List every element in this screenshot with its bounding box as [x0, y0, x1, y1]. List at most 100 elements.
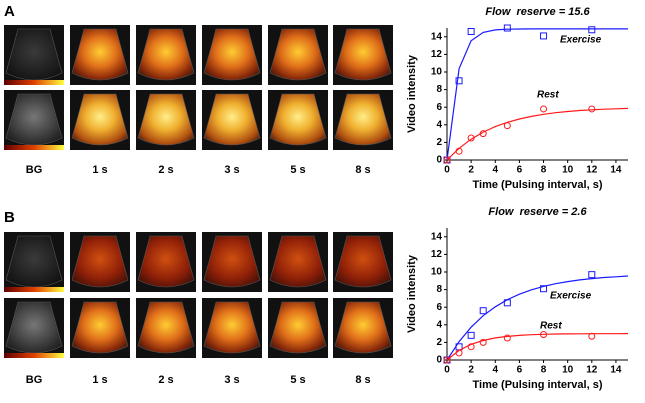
ultrasound-image	[5, 301, 63, 354]
y-tick-label: 2	[436, 337, 442, 348]
y-tick-label: 12	[431, 49, 443, 60]
fit-curve	[446, 28, 628, 161]
image-label: 3 s	[224, 374, 239, 386]
data-point	[503, 122, 511, 130]
series-label: Exercise	[560, 35, 602, 46]
ultrasound-image	[269, 235, 327, 288]
y-tick-label: 10	[431, 67, 443, 78]
x-tick-label: 4	[492, 165, 498, 176]
ultrasound-image	[203, 93, 261, 146]
y-axis-label: Video intensity	[406, 254, 418, 333]
data-point	[467, 134, 475, 142]
data-point	[588, 26, 596, 34]
data-point	[443, 356, 451, 364]
x-tick-label: 12	[586, 165, 598, 176]
data-point	[503, 24, 511, 32]
ultrasound-image	[334, 301, 392, 354]
panel-letter: B	[4, 209, 15, 226]
data-point	[588, 271, 596, 279]
y-tick-label: 0	[436, 155, 442, 166]
x-tick-label: 6	[517, 165, 523, 176]
data-point	[503, 334, 511, 342]
ultrasound-image	[269, 28, 327, 81]
image-label: 2 s	[158, 164, 173, 176]
chart-title: Flow reserve = 15.6	[485, 6, 590, 18]
x-tick-label: 14	[610, 365, 622, 376]
x-tick-label: 2	[468, 165, 474, 176]
data-point	[540, 285, 548, 293]
data-point	[540, 32, 548, 40]
data-point	[467, 343, 475, 351]
series-label: Rest	[537, 90, 559, 101]
x-tick-label: 12	[586, 365, 598, 376]
image-label: 2 s	[158, 374, 173, 386]
ultrasound-image	[71, 93, 129, 146]
ultrasound-image	[203, 301, 261, 354]
ultrasound-image	[334, 235, 392, 288]
data-point	[479, 130, 487, 138]
image-label: 1 s	[92, 164, 107, 176]
image-label: 5 s	[290, 164, 305, 176]
y-tick-label: 8	[436, 284, 442, 295]
x-tick-label: 14	[610, 165, 622, 176]
data-point	[479, 307, 487, 315]
y-axis-label: Video intensity	[406, 54, 418, 133]
data-point	[455, 349, 463, 357]
x-axis-label: Time (Pulsing interval, s)	[473, 379, 603, 391]
image-label: 5 s	[290, 374, 305, 386]
color-bar	[4, 287, 64, 292]
data-point	[467, 331, 475, 339]
y-tick-label: 14	[431, 231, 443, 242]
y-tick-label: 14	[431, 31, 443, 42]
y-tick-label: 0	[436, 355, 442, 366]
series-label: Exercise	[550, 291, 592, 302]
x-tick-label: 2	[468, 365, 474, 376]
ultrasound-image	[5, 28, 63, 81]
color-bar	[4, 80, 64, 85]
color-bar	[4, 145, 64, 150]
data-point	[455, 147, 463, 155]
x-tick-label: 0	[444, 365, 450, 376]
data-point	[540, 330, 548, 338]
data-point	[503, 299, 511, 307]
image-label: BG	[26, 374, 43, 386]
data-point	[443, 156, 451, 164]
y-tick-label: 6	[436, 102, 442, 113]
image-label: 1 s	[92, 374, 107, 386]
data-point	[455, 77, 463, 85]
y-tick-label: 2	[436, 137, 442, 148]
y-tick-label: 6	[436, 302, 442, 313]
y-tick-label: 10	[431, 267, 443, 278]
image-label: 8 s	[355, 164, 370, 176]
ultrasound-image	[137, 28, 195, 81]
ultrasound-image	[137, 301, 195, 354]
chart-title: Flow reserve = 2.6	[488, 206, 587, 218]
fit-curve	[446, 333, 629, 361]
ultrasound-image	[137, 93, 195, 146]
panel-letter: A	[4, 3, 15, 20]
ultrasound-image	[269, 93, 327, 146]
y-tick-label: 12	[431, 249, 443, 260]
ultrasound-image	[71, 28, 129, 81]
data-point	[479, 338, 487, 346]
x-tick-label: 10	[562, 165, 574, 176]
data-point	[588, 105, 596, 113]
y-tick-label: 8	[436, 84, 442, 95]
x-axis-label: Time (Pulsing interval, s)	[473, 179, 603, 191]
series-label: Rest	[540, 321, 562, 332]
x-tick-label: 0	[444, 165, 450, 176]
ultrasound-image	[5, 93, 63, 146]
data-point	[588, 332, 596, 340]
ultrasound-image	[71, 235, 129, 288]
x-tick-label: 8	[541, 165, 547, 176]
ultrasound-image	[334, 28, 392, 81]
ultrasound-image	[137, 235, 195, 288]
ultrasound-image	[203, 28, 261, 81]
data-point	[467, 28, 475, 36]
y-tick-label: 4	[436, 319, 442, 330]
color-bar	[4, 353, 64, 358]
y-tick-label: 4	[436, 119, 442, 130]
ultrasound-image	[203, 235, 261, 288]
ultrasound-image	[334, 93, 392, 146]
